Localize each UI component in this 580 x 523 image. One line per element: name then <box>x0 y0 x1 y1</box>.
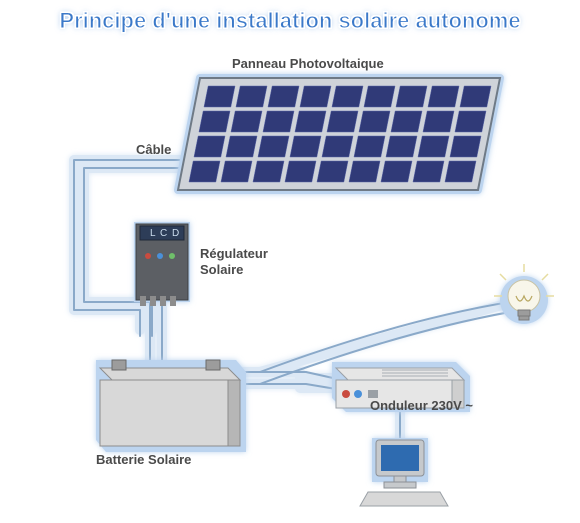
lightbulb-icon <box>494 264 554 324</box>
label-cable: Câble <box>136 142 171 157</box>
label-panel: Panneau Photovoltaique <box>232 56 384 71</box>
computer-icon <box>360 438 448 506</box>
label-inverter: Onduleur 230V ~ <box>370 398 473 413</box>
label-regulator-2: Solaire <box>200 262 243 277</box>
solar-panel-icon <box>178 78 500 190</box>
diagram-canvas <box>0 0 580 523</box>
label-battery: Batterie Solaire <box>96 452 191 467</box>
battery-icon <box>96 360 246 452</box>
diagram-title: Principe d'une installation solaire auto… <box>0 8 580 34</box>
label-regulator-1: Régulateur <box>200 246 268 261</box>
label-lcd: L C D <box>150 228 180 239</box>
